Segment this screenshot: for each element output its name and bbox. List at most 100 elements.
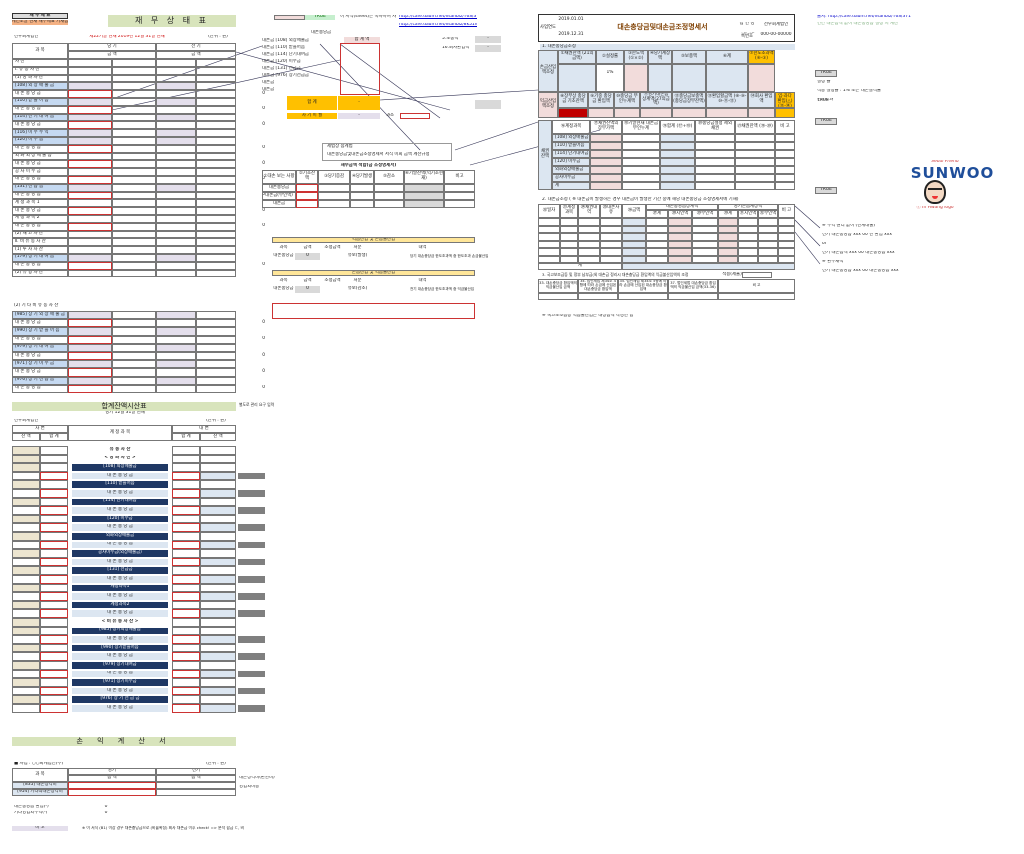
header-cell: 금 액: [68, 775, 156, 782]
cell: [156, 207, 196, 215]
cell: [738, 233, 758, 241]
cell: [588, 108, 614, 118]
cell: [646, 240, 668, 248]
cell: [196, 254, 236, 262]
header-cell: ⑱기말현재 대손금부인누계: [622, 120, 660, 134]
cell: [156, 789, 236, 796]
period: 제22기말 현재 2019년 12월 31일 현재: [89, 35, 165, 40]
cell: [660, 182, 695, 190]
header-cell: 과목: [279, 245, 288, 250]
cell: [718, 225, 738, 233]
header-cell: 37. 법인세법 대손충당금 환입액의 익금불산입 금액(33-36): [668, 279, 718, 293]
cell: [200, 575, 236, 584]
cell: [156, 238, 196, 247]
cell: [156, 254, 196, 262]
cell: [775, 166, 795, 174]
note-body: 대손충당금및대손금조정명세서 서식 미회 금액 계산규정: [327, 152, 430, 157]
cell: [695, 150, 735, 158]
cell: [578, 233, 600, 241]
cell: [200, 695, 236, 704]
cell: [778, 240, 795, 248]
cell: [735, 174, 775, 182]
header-cell: 비고: [444, 170, 475, 184]
cell: [40, 592, 68, 601]
cell: [200, 704, 236, 713]
cell: [112, 121, 156, 130]
cell: [695, 174, 735, 182]
connector-line: [235, 51, 451, 111]
cell: [112, 129, 156, 137]
cell: [200, 540, 236, 550]
cell: [600, 240, 622, 248]
header-cell: ⑦한도초과액 (⑥-③): [748, 50, 775, 64]
connector-line: [379, 89, 539, 101]
cell: [156, 360, 196, 369]
cell: [735, 182, 775, 190]
cell: [12, 704, 40, 713]
header-cell: 대 변: [172, 425, 236, 433]
row-label: 대손금(부인액): [262, 192, 296, 200]
header-cell: 내역: [418, 278, 427, 283]
header-cell: 과 목: [12, 43, 68, 59]
remark: ※ 이 서식 (B1) 이상 경우 대손충당금으로 (비율확정) 회사 대손금 …: [82, 826, 244, 831]
cell: [695, 134, 735, 142]
section: 1. 대손충당금조정: [540, 44, 795, 50]
cell: [578, 240, 600, 248]
title: 손 익 계 산 서: [12, 737, 236, 746]
cell: [68, 368, 112, 377]
sum-value: -: [338, 96, 380, 110]
cell: [112, 254, 156, 262]
cell: [200, 471, 236, 481]
cell: [622, 182, 660, 190]
cell: [172, 575, 200, 584]
cell: [668, 233, 692, 241]
cell: [40, 635, 68, 644]
row-cell: 대손충당금: [273, 253, 294, 259]
account: 대손금 [108] 외상매출금: [262, 38, 309, 43]
cell: [196, 152, 236, 161]
cell: [12, 463, 40, 472]
cell: [196, 335, 236, 344]
connector-line: [339, 43, 441, 119]
cell: [200, 618, 236, 627]
row-cell: 0: [295, 286, 320, 293]
cell: [12, 446, 40, 455]
cell: [622, 166, 660, 174]
row-label: 자 산: [12, 59, 68, 67]
header-cell: 당기: [68, 768, 156, 775]
account-name: 대 손 충 당 금: [72, 472, 168, 480]
panel-title: 대손충당금: [310, 30, 332, 35]
label: 법 인 명: [739, 22, 755, 27]
account-name: [976] 장 기 선 급 금: [72, 696, 168, 703]
row-label: 대 손 충 당 금: [12, 207, 68, 215]
header-cell: 금 액: [156, 51, 236, 59]
row-label: [110] 받을어음: [552, 142, 590, 150]
cell: [475, 100, 501, 109]
cell: [578, 225, 600, 233]
cell: [172, 454, 200, 464]
cell: [156, 152, 196, 161]
cell: [296, 184, 318, 192]
cell: [590, 158, 622, 166]
cell: [12, 626, 40, 636]
cell: [775, 158, 795, 166]
note: 회계연도말 현재 재무제표 기재금액: [12, 20, 68, 25]
cell: [718, 218, 738, 226]
foot-value: 0: [104, 805, 108, 810]
cell: [196, 368, 236, 377]
cell: [156, 215, 196, 223]
cell: [718, 240, 738, 248]
cell: [196, 319, 236, 328]
row-label: [179] 장 기 대 여 금: [12, 254, 68, 262]
cell: [68, 352, 112, 361]
row-label: 대 손 충 당 금: [12, 144, 68, 153]
cell: [68, 319, 112, 328]
header-cell: 과 목: [12, 768, 68, 782]
cell: [296, 192, 318, 200]
cell: [590, 142, 622, 150]
account-name: 계정과목1: [72, 584, 168, 592]
side-note: 영업외비용: [239, 785, 260, 790]
cell: [40, 532, 68, 541]
cell: [12, 557, 40, 567]
cell: [660, 166, 695, 174]
